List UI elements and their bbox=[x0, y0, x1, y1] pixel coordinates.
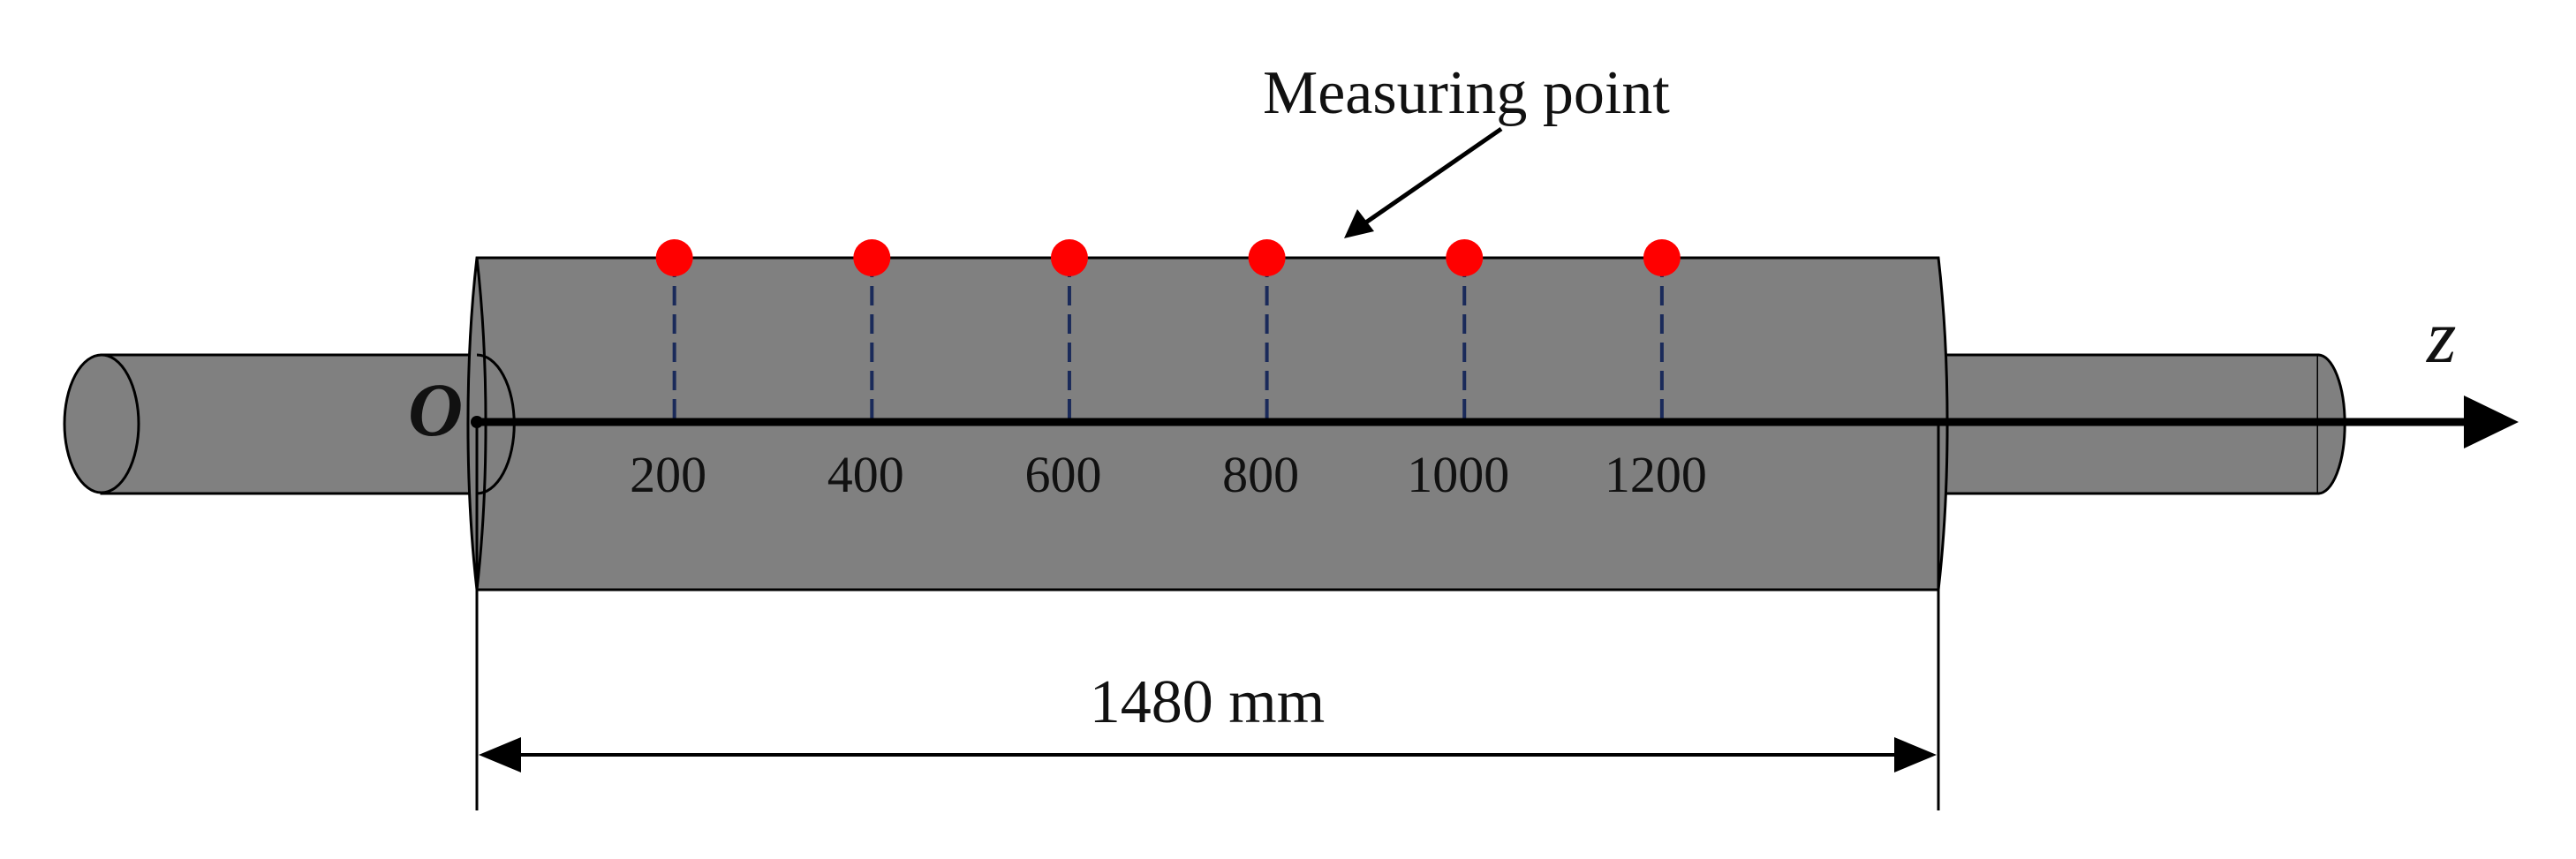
measuring-point-1200 bbox=[1643, 239, 1681, 276]
position-label-200: 200 bbox=[630, 446, 706, 503]
z-axis-arrowhead bbox=[2464, 396, 2519, 448]
measuring-point-400 bbox=[853, 239, 891, 276]
origin-label: O bbox=[408, 367, 463, 452]
measuring-point-1000 bbox=[1446, 239, 1484, 276]
dimension-label: 1480 mm bbox=[1090, 668, 1325, 736]
z-axis-label: z bbox=[2426, 294, 2456, 379]
position-label-1200: 1200 bbox=[1605, 446, 1707, 503]
measuring-point-callout: Measuring point bbox=[1263, 59, 1670, 238]
left-shaft bbox=[63, 353, 516, 495]
dimension-arrow-right bbox=[1894, 737, 1937, 772]
length-dimension: 1480 mm bbox=[475, 422, 1940, 810]
position-label-800: 800 bbox=[1222, 446, 1299, 503]
callout-label: Measuring point bbox=[1263, 59, 1670, 127]
position-label-600: 600 bbox=[1024, 446, 1101, 503]
measuring-point-600 bbox=[1050, 239, 1088, 276]
position-label-1000: 1000 bbox=[1407, 446, 1509, 503]
z-axis: O z bbox=[408, 294, 2519, 452]
dimension-arrow-left bbox=[479, 737, 521, 772]
position-labels: 200 400 600 800 1000 1200 bbox=[630, 446, 1707, 503]
measuring-point-200 bbox=[655, 239, 693, 276]
measuring-point-800 bbox=[1248, 239, 1286, 276]
position-label-400: 400 bbox=[827, 446, 904, 503]
left-shaft-end-face bbox=[63, 353, 140, 494]
left-shaft-body bbox=[100, 353, 479, 495]
callout-arrowhead bbox=[1344, 209, 1374, 238]
measuring-points bbox=[655, 239, 1681, 276]
callout-arrow-line bbox=[1356, 126, 1503, 230]
